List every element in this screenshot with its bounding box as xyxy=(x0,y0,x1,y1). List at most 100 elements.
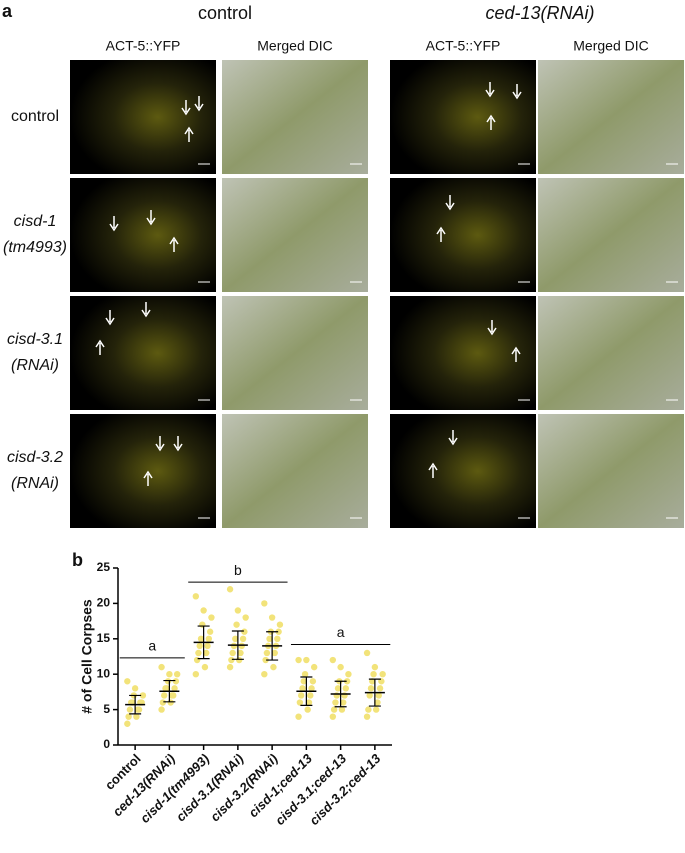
micrograph xyxy=(70,178,216,292)
data-point xyxy=(375,692,382,699)
data-point xyxy=(305,699,313,706)
data-point xyxy=(379,671,386,678)
data-point xyxy=(262,656,269,664)
data-point xyxy=(166,671,173,678)
data-point xyxy=(164,678,172,685)
data-point xyxy=(204,642,211,650)
error-bar xyxy=(129,694,142,715)
data-point xyxy=(203,649,210,657)
data-point xyxy=(333,692,340,699)
error-bar xyxy=(266,631,279,661)
data-point xyxy=(370,671,377,678)
data-point xyxy=(158,663,165,671)
significance-label: a xyxy=(337,624,345,640)
micrograph xyxy=(222,296,368,410)
data-point xyxy=(193,656,201,664)
data-point xyxy=(173,671,181,678)
data-point xyxy=(271,649,278,657)
dot-plot: b# of Cell Corpses0510152025controlced-1… xyxy=(72,550,392,828)
data-point xyxy=(167,699,174,706)
data-point xyxy=(241,628,248,635)
micrograph xyxy=(538,414,684,528)
data-point xyxy=(270,663,277,671)
data-point xyxy=(330,706,338,713)
y-tick-label: 0 xyxy=(103,737,110,751)
group-title: ced-13(RNAi) xyxy=(485,3,594,23)
row-label: control xyxy=(11,108,59,125)
y-tick-label: 10 xyxy=(97,666,111,680)
column-header: ACT-5::YFP xyxy=(106,38,181,54)
data-point xyxy=(234,607,242,614)
data-point xyxy=(170,692,177,699)
data-point xyxy=(310,663,318,671)
row-label: (tm4993) xyxy=(3,239,67,256)
y-axis-title: # of Cell Corpses xyxy=(79,599,95,714)
data-point xyxy=(133,713,140,720)
data-point xyxy=(367,685,375,692)
micrograph xyxy=(70,414,216,528)
row-label: cisd-3.1 xyxy=(7,331,63,348)
data-point xyxy=(125,713,132,720)
micrograph xyxy=(538,296,684,410)
column-header: Merged DIC xyxy=(257,38,332,54)
data-point xyxy=(363,713,371,720)
data-point xyxy=(295,656,302,664)
significance-label: a xyxy=(148,638,156,654)
data-point xyxy=(197,635,205,642)
data-point xyxy=(366,692,373,699)
significance-label: b xyxy=(234,562,242,578)
panel-label: a xyxy=(2,1,13,21)
group-title: control xyxy=(198,3,252,23)
error-bar xyxy=(197,625,210,660)
data-point xyxy=(261,600,268,607)
y-tick-label: 20 xyxy=(97,596,111,610)
data-point xyxy=(308,685,315,692)
micrograph xyxy=(222,178,368,292)
data-point xyxy=(239,635,247,642)
data-point xyxy=(196,642,203,650)
data-point xyxy=(201,663,209,671)
error-bar xyxy=(163,679,176,703)
data-point xyxy=(266,635,273,642)
data-point xyxy=(192,671,200,678)
data-point xyxy=(329,656,337,664)
micrograph xyxy=(390,296,536,410)
error-bar xyxy=(334,680,347,708)
data-point xyxy=(226,586,234,593)
data-point xyxy=(376,685,384,692)
data-point xyxy=(226,663,234,671)
data-point xyxy=(332,699,339,706)
data-point xyxy=(135,706,143,713)
column-header: ACT-5::YFP xyxy=(426,38,501,54)
data-point xyxy=(233,621,240,628)
error-bar xyxy=(231,630,244,660)
data-point xyxy=(263,649,271,657)
data-point xyxy=(124,720,131,727)
data-point xyxy=(126,706,134,713)
data-point xyxy=(334,685,342,692)
data-point xyxy=(172,678,180,685)
data-point xyxy=(158,706,165,713)
data-point xyxy=(159,699,167,706)
data-point xyxy=(307,692,314,699)
data-point xyxy=(192,593,200,600)
data-point xyxy=(342,685,350,692)
y-tick-label: 5 xyxy=(103,702,110,716)
error-bar xyxy=(300,676,313,706)
data-point xyxy=(235,656,243,664)
data-point xyxy=(163,685,170,692)
data-point xyxy=(237,649,244,657)
row-label: (RNAi) xyxy=(11,357,59,374)
data-point xyxy=(340,699,347,706)
data-point xyxy=(205,635,213,642)
row-label: (RNAi) xyxy=(11,475,59,492)
micrograph xyxy=(222,414,368,528)
data-point xyxy=(345,671,352,678)
data-point xyxy=(299,685,306,692)
data-point xyxy=(200,607,207,614)
data-point xyxy=(208,614,215,621)
data-point xyxy=(301,671,309,678)
micrograph xyxy=(538,178,684,292)
